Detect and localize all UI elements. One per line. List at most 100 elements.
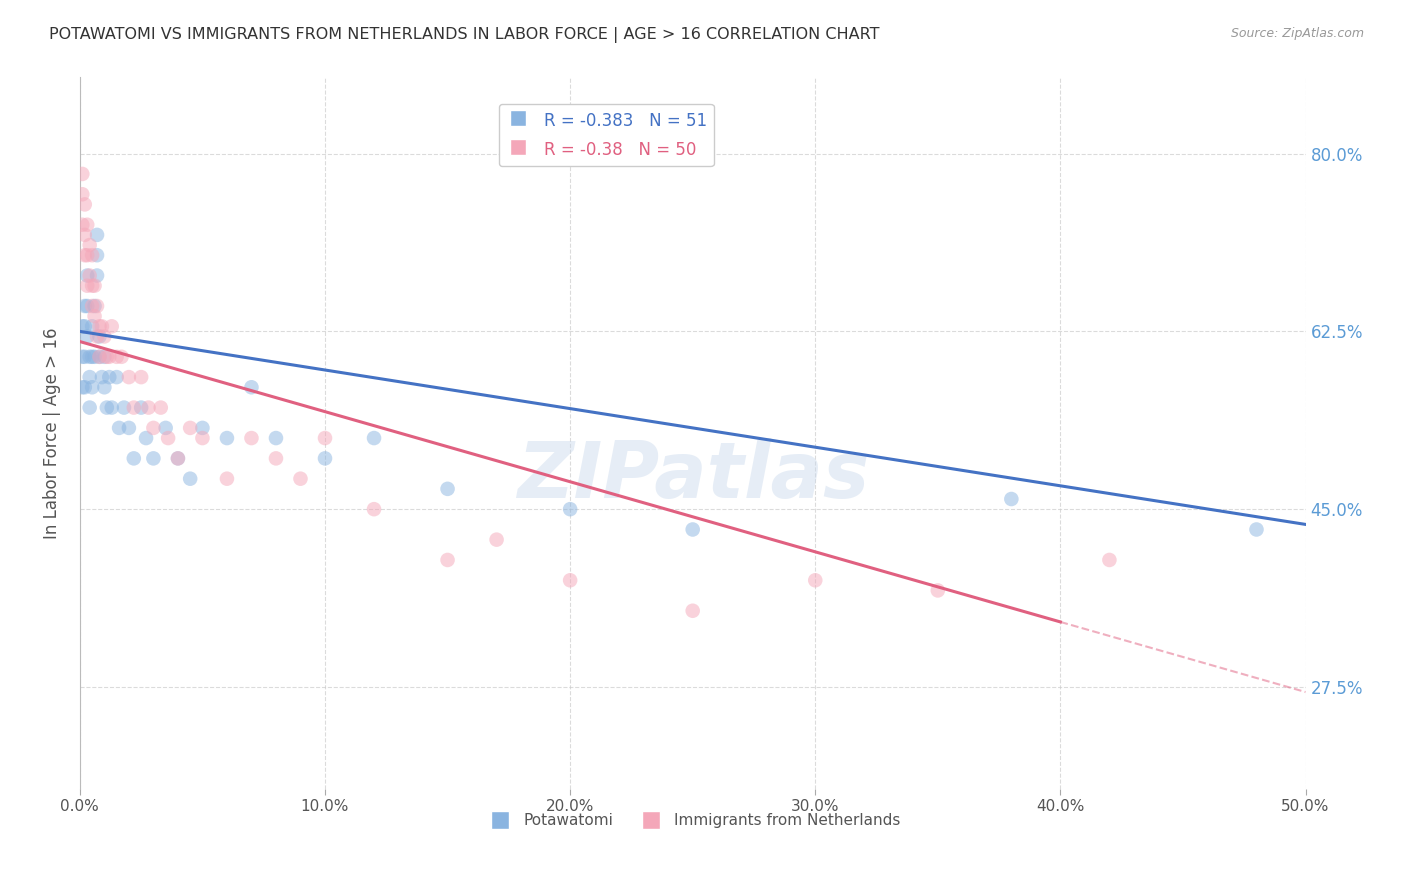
Point [927, 583, 949, 598]
Point [142, 421, 165, 435]
Point [118, 370, 141, 384]
Point [76, 268, 98, 283]
Point [86, 248, 108, 262]
Point [122, 451, 145, 466]
Point [112, 401, 135, 415]
Point [558, 574, 581, 588]
Point [167, 451, 190, 466]
Point [82, 380, 104, 394]
Point [264, 431, 287, 445]
Point [138, 401, 160, 415]
Point [215, 431, 238, 445]
Point [89, 329, 111, 343]
Point [89, 319, 111, 334]
Point [96, 401, 118, 415]
Point [83, 350, 105, 364]
Point [436, 553, 458, 567]
Point [122, 401, 145, 415]
Point [72, 167, 94, 181]
Point [86, 329, 108, 343]
Point [215, 472, 238, 486]
Point [83, 299, 105, 313]
Point [314, 451, 336, 466]
Point [93, 329, 115, 343]
Legend: Potawatomi, Immigrants from Netherlands: Potawatomi, Immigrants from Netherlands [479, 807, 907, 834]
Point [1246, 523, 1268, 537]
Point [240, 431, 263, 445]
Point [90, 319, 112, 334]
Point [100, 401, 122, 415]
Point [804, 574, 827, 588]
Point [73, 197, 96, 211]
Point [93, 380, 115, 394]
Point [363, 502, 385, 516]
Point [86, 299, 108, 313]
Point [83, 278, 105, 293]
Point [89, 350, 111, 364]
Point [240, 380, 263, 394]
Point [73, 380, 96, 394]
Point [436, 482, 458, 496]
Point [79, 401, 101, 415]
Point [682, 523, 704, 537]
Point [86, 227, 108, 242]
Point [135, 431, 157, 445]
Text: Source: ZipAtlas.com: Source: ZipAtlas.com [1230, 27, 1364, 40]
Point [73, 350, 96, 364]
Point [179, 421, 201, 435]
Point [76, 278, 98, 293]
Point [79, 238, 101, 252]
Point [79, 370, 101, 384]
Point [110, 350, 132, 364]
Point [264, 451, 287, 466]
Point [290, 472, 312, 486]
Point [90, 370, 112, 384]
Point [191, 431, 214, 445]
Point [96, 350, 118, 364]
Point [79, 268, 101, 283]
Point [98, 370, 121, 384]
Point [73, 299, 96, 313]
Point [72, 187, 94, 202]
Point [682, 604, 704, 618]
Point [72, 218, 94, 232]
Point [129, 401, 152, 415]
Point [142, 451, 165, 466]
Point [79, 350, 101, 364]
Point [100, 319, 122, 334]
Point [108, 421, 131, 435]
Point [314, 431, 336, 445]
Point [82, 299, 104, 313]
Text: POTAWATOMI VS IMMIGRANTS FROM NETHERLANDS IN LABOR FORCE | AGE > 16 CORRELATION : POTAWATOMI VS IMMIGRANTS FROM NETHERLAND… [49, 27, 880, 43]
Y-axis label: In Labor Force | Age > 16: In Labor Force | Age > 16 [44, 327, 60, 539]
Point [1000, 491, 1022, 506]
Point [76, 299, 98, 313]
Point [76, 329, 98, 343]
Point [72, 319, 94, 334]
Point [558, 502, 581, 516]
Point [1098, 553, 1121, 567]
Point [86, 268, 108, 283]
Point [73, 248, 96, 262]
Point [149, 401, 172, 415]
Point [82, 248, 104, 262]
Point [76, 248, 98, 262]
Point [93, 350, 115, 364]
Point [118, 421, 141, 435]
Point [82, 319, 104, 334]
Point [76, 218, 98, 232]
Point [83, 309, 105, 323]
Point [82, 278, 104, 293]
Point [485, 533, 508, 547]
Point [89, 350, 111, 364]
Point [129, 370, 152, 384]
Point [98, 350, 121, 364]
Text: ZIPatlas: ZIPatlas [516, 438, 869, 514]
Point [155, 421, 177, 435]
Point [167, 451, 190, 466]
Point [72, 380, 94, 394]
Point [363, 431, 385, 445]
Point [179, 472, 201, 486]
Point [73, 227, 96, 242]
Point [191, 421, 214, 435]
